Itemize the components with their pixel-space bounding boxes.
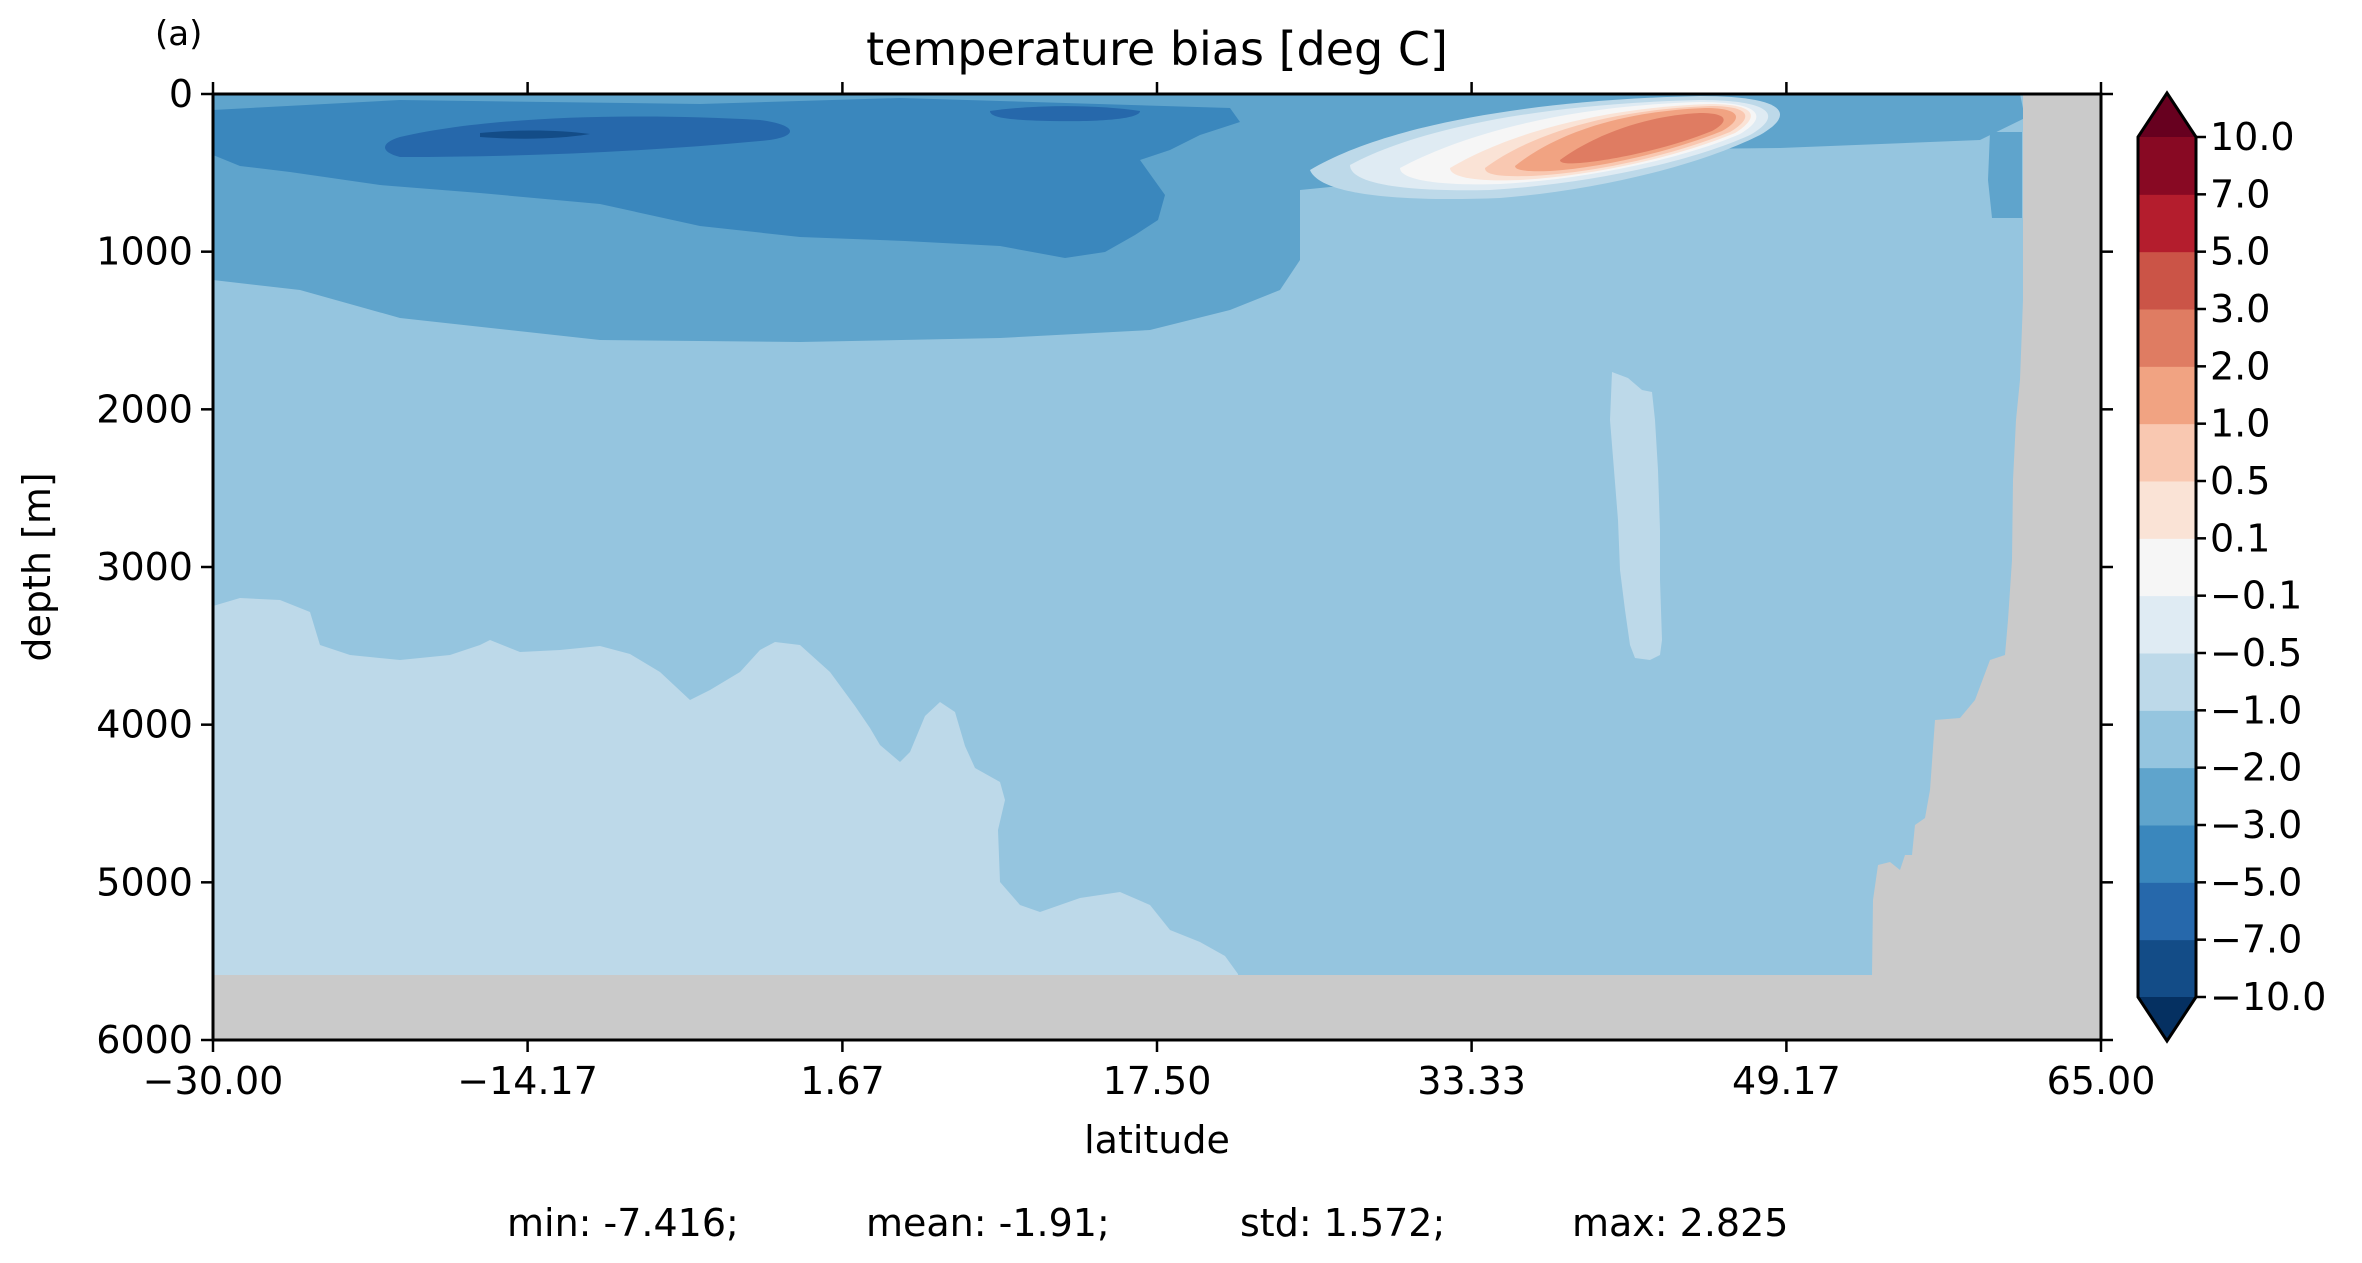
x-tick-label: 49.17 [1732,1059,1841,1103]
contour-band-east-cold-column [1988,132,2022,218]
contour-band-deep-south [213,598,1240,1000]
chart-title: temperature bias [deg C] [866,22,1448,76]
colorbar-tick-label: 1.0 [2210,402,2270,446]
colorbar-segment [2138,481,2196,539]
y-tick-label: 0 [169,72,193,116]
stat-min: min: -7.416; [507,1201,739,1245]
colorbar-tick-label: −0.5 [2210,631,2302,675]
colorbar-extend-min [2138,997,2196,1041]
colorbar-segment [2138,194,2196,253]
contour-field [213,94,2101,1040]
colorbar-tick-label: −10.0 [2210,975,2326,1019]
colorbar-segment [2138,366,2196,425]
colorbar-tick-label: 3.0 [2210,287,2270,331]
colorbar-tick-label: 0.5 [2210,459,2270,503]
colorbar-tick-label: −7.0 [2210,918,2302,962]
contour-band-north-column [1610,372,1662,660]
x-axis-label: latitude [1084,1118,1230,1162]
x-tick-label: 33.33 [1417,1059,1526,1103]
colorbar-tick-label: −5.0 [2210,860,2302,904]
colorbar-segment [2138,137,2196,195]
contour-band-cold-core-inner [385,116,790,157]
colorbar-segment [2138,653,2196,711]
colorbar-segment [2138,423,2196,482]
colorbar-segment [2138,309,2196,367]
y-tick-label: 1000 [96,230,193,274]
y-tick-label: 5000 [96,860,193,904]
stat-std: std: 1.572; [1240,1201,1445,1245]
colorbar-segment [2138,882,2196,941]
colorbar-tick-label: 7.0 [2210,172,2270,216]
contour-band-warm-6 [1560,113,1724,164]
masked-bathymetry [213,94,2101,1040]
x-tick-label: 1.67 [800,1059,885,1103]
contour-band-cold-core-inner-2 [990,106,1140,122]
colorbar-segment [2138,710,2196,769]
colorbar-tick-label: 5.0 [2210,230,2270,274]
colorbar-tick-label: −2.0 [2210,746,2302,790]
colorbar-segment [2138,251,2196,310]
y-tick-label: 6000 [96,1018,193,1062]
plot-axes: −30.00 −14.17 1.67 17.50 33.33 49.17 65.00 0 100… [96,72,2155,1103]
colorbar-tick-label: −0.1 [2210,574,2302,618]
y-tick-label: 3000 [96,545,193,589]
stat-mean: mean: -1.91; [866,1201,1110,1245]
colorbar-tick-label: 2.0 [2210,344,2270,388]
colorbar-segment [2138,538,2196,597]
colorbar: 10.0 7.0 5.0 3.0 2.0 1.0 0.5 0.1 −0.1 −0.5 −1.0 −2.… [2136,90,2326,1044]
x-tick-label: −14.17 [457,1059,598,1103]
y-tick-label: 4000 [96,703,193,747]
x-tick-label: 17.50 [1103,1059,1212,1103]
x-tick-label: −30.00 [143,1059,284,1103]
colorbar-segment [2138,767,2196,826]
colorbar-tick-label: 10.0 [2210,115,2295,159]
colorbar-segment [2138,939,2196,998]
colorbar-extend-max [2138,93,2196,137]
colorbar-segment [2138,825,2196,883]
statistics-line: min: -7.416; mean: -1.91; std: 1.572; ma… [507,1201,1788,1245]
colorbar-segment [2138,595,2196,654]
stat-max: max: 2.825 [1572,1201,1788,1245]
colorbar-tick-label: 0.1 [2210,516,2270,560]
colorbar-tick-label: −1.0 [2210,688,2302,732]
panel-label: (a) [155,14,202,54]
colorbar-tick-label: −3.0 [2210,803,2302,847]
x-tick-label: 65.00 [2047,1059,2156,1103]
contour-band-cold-core-deep [480,130,590,139]
y-tick-label: 2000 [96,387,193,431]
y-axis-label: depth [m] [15,472,59,661]
